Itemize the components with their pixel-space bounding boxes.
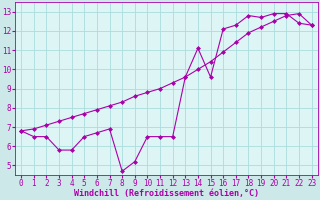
X-axis label: Windchill (Refroidissement éolien,°C): Windchill (Refroidissement éolien,°C) — [74, 189, 259, 198]
